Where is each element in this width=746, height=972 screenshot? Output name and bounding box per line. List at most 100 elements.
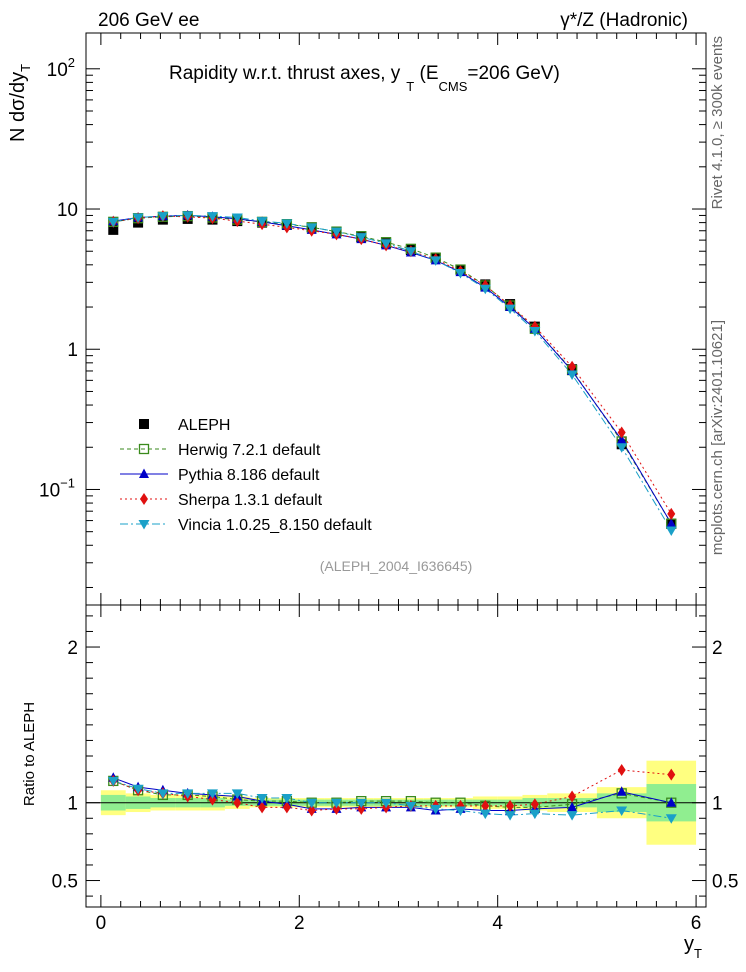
legend-marker bbox=[139, 468, 149, 478]
main-point-vincia bbox=[529, 326, 541, 337]
ratio-point-sherpa bbox=[258, 801, 267, 814]
ratio-point-sherpa bbox=[506, 799, 515, 812]
main-line-sherpa bbox=[113, 215, 672, 515]
ratio-point-vincia bbox=[616, 806, 628, 816]
ratio-ytick-label-right: 2 bbox=[712, 638, 723, 659]
main-point-vincia bbox=[281, 219, 293, 229]
legend-marker bbox=[138, 520, 150, 530]
ratio-ytick-label-right: 0.5 bbox=[712, 872, 738, 893]
ratio-ytick-label: 2 bbox=[67, 638, 78, 659]
header-left: 206 GeV ee bbox=[98, 10, 199, 31]
main-point-vincia bbox=[157, 212, 169, 222]
main-line-vincia bbox=[113, 214, 672, 531]
main-point-vincia bbox=[405, 247, 417, 257]
legend-label: Sherpa 1.3.1 default bbox=[178, 492, 323, 509]
ratio-point-vincia bbox=[281, 794, 293, 804]
main-point-vincia bbox=[479, 284, 491, 295]
ratio-point-sherpa bbox=[481, 799, 490, 812]
legend-marker bbox=[140, 493, 148, 505]
ratio-line-herwig bbox=[113, 780, 672, 808]
main-point-vincia bbox=[306, 223, 318, 233]
legend: ALEPH Herwig 7.2.1 default Pythia 8.186 de… bbox=[120, 417, 372, 534]
ratio-point-sherpa bbox=[568, 790, 577, 803]
mcplots-label: mcplots.cern.ch [arXiv:2401.10621] bbox=[709, 320, 726, 555]
main-point-sherpa bbox=[617, 426, 626, 439]
ratio-xtick-label: 4 bbox=[492, 913, 503, 934]
main-ticks: 102 10 1 10−1 bbox=[39, 33, 706, 605]
main-point-vincia bbox=[355, 233, 367, 243]
legend-entry: ALEPH bbox=[139, 417, 230, 434]
legend-entry: Herwig 7.2.1 default bbox=[120, 442, 321, 459]
rivet-label: Rivet 4.1.0, ≥ 300k events bbox=[709, 36, 726, 209]
legend-label: ALEPH bbox=[178, 417, 230, 434]
ratio-point-sherpa bbox=[332, 802, 341, 815]
ratio-point-vincia bbox=[504, 811, 516, 821]
main-point-vincia bbox=[616, 443, 628, 453]
ratio-point-sherpa bbox=[357, 802, 366, 815]
main-point-vincia bbox=[665, 526, 677, 536]
main-point-vincia bbox=[107, 217, 119, 228]
ratio-xlabel: yT bbox=[684, 933, 702, 961]
ratio-panel: Ratio to ALEPH 0 2 4 6 0.5 0.5 1 1 2 2 yT bbox=[21, 604, 738, 961]
main-title: Rapidity w.r.t. thrust axes, yT (ECMS=20… bbox=[169, 63, 560, 94]
ratio-ytick-label: 0.5 bbox=[52, 872, 78, 893]
ratio-point-vincia bbox=[306, 798, 318, 809]
ratio-line-vincia bbox=[113, 780, 672, 819]
main-point-vincia bbox=[380, 239, 392, 249]
ratio-point-sherpa bbox=[282, 801, 291, 814]
header-right: γ*/Z (Hadronic) bbox=[560, 10, 688, 31]
ratio-point-vincia bbox=[182, 789, 194, 799]
ratio-point-vincia bbox=[206, 789, 218, 799]
main-point-vincia bbox=[206, 212, 218, 222]
main-point-vincia bbox=[454, 268, 466, 279]
ratio-point-sherpa bbox=[617, 764, 626, 777]
main-point-pythia bbox=[666, 518, 677, 528]
legend-marker bbox=[139, 419, 149, 429]
ratio-point-sherpa bbox=[667, 768, 676, 781]
legend-entry: Sherpa 1.3.1 default bbox=[120, 492, 323, 509]
main-point-vincia bbox=[182, 211, 194, 221]
main-point-pythia bbox=[616, 434, 627, 445]
ratio-point-vincia bbox=[231, 789, 243, 799]
legend-entry: Vincia 1.0.25_8.150 default bbox=[120, 517, 372, 534]
main-ytick-label: 10 bbox=[57, 200, 78, 221]
main-ylabel: N dσ/dyT bbox=[7, 64, 33, 142]
main-ytick-label: 10−1 bbox=[39, 475, 75, 501]
ratio-point-vincia bbox=[430, 804, 442, 815]
main-series bbox=[107, 209, 677, 536]
main-point-vincia bbox=[132, 213, 144, 224]
main-point-aleph bbox=[108, 224, 119, 235]
ratio-point-vincia bbox=[566, 811, 578, 821]
ratio-point-sherpa bbox=[208, 793, 217, 806]
ratio-point-vincia bbox=[454, 806, 466, 816]
ratio-point-pythia bbox=[616, 786, 627, 796]
main-panel: Rapidity w.r.t. thrust axes, yT (ECMS=20… bbox=[7, 32, 707, 606]
main-point-vincia bbox=[566, 370, 578, 381]
ratio-point-vincia bbox=[157, 789, 169, 799]
ratio-xtick-label: 0 bbox=[96, 913, 107, 934]
legend-label: Pythia 8.186 default bbox=[178, 467, 320, 484]
ratio-point-sherpa bbox=[307, 804, 316, 817]
main-point-sherpa bbox=[667, 507, 676, 520]
ratio-point-sherpa bbox=[233, 796, 242, 809]
ratio-point-pythia bbox=[567, 801, 578, 812]
ratio-point-vincia bbox=[380, 798, 392, 809]
main-point-vincia bbox=[256, 217, 268, 227]
main-point-vincia bbox=[330, 227, 342, 238]
ratio-point-vincia bbox=[405, 801, 417, 812]
ratio-point-vincia bbox=[529, 809, 541, 820]
ratio-point-vincia bbox=[256, 794, 268, 804]
ratio-point-vincia bbox=[479, 809, 491, 820]
legend-label: Herwig 7.2.1 default bbox=[178, 442, 321, 459]
ratio-ticks: 0 2 4 6 0.5 0.5 1 1 2 2 bbox=[52, 605, 738, 934]
ratio-point-vincia bbox=[132, 784, 144, 795]
main-point-vincia bbox=[430, 256, 442, 266]
ratio-point-pythia bbox=[666, 797, 677, 807]
ratio-point-vincia bbox=[107, 776, 119, 787]
ratio-xtick-label: 2 bbox=[294, 913, 305, 934]
main-ytick-label: 102 bbox=[47, 55, 75, 81]
legend-label: Vincia 1.0.25_8.150 default bbox=[178, 517, 372, 534]
ratio-series bbox=[86, 764, 706, 824]
ratio-frame bbox=[85, 604, 707, 908]
